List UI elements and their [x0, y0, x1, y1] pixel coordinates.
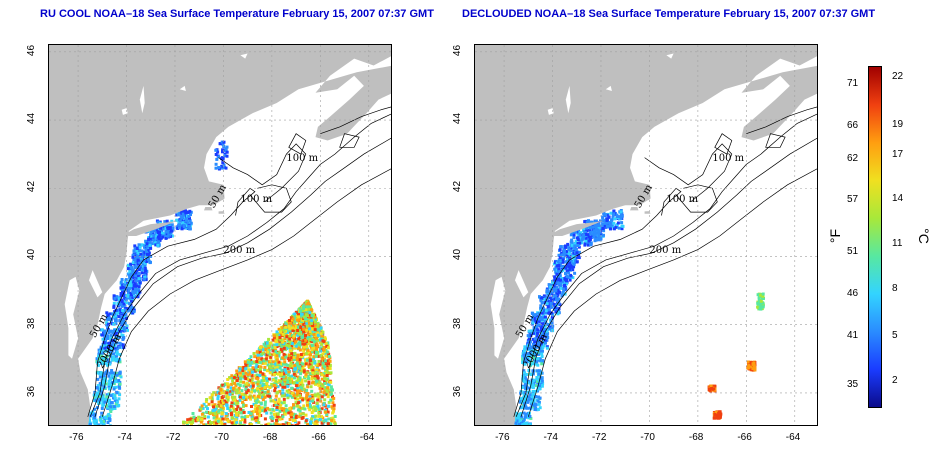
- contour-label: 200 m: [649, 245, 681, 256]
- bathymetry-contours: [87, 106, 391, 417]
- left-lat-tick-label: 46: [26, 44, 38, 56]
- landmass: [475, 45, 817, 425]
- landmass: [49, 45, 391, 425]
- left-lon-tick-label: -64: [359, 432, 375, 443]
- colorbar-fahrenheit-tick: 51: [847, 246, 859, 257]
- right-lat-tick-label: 46: [452, 44, 464, 56]
- colorbar-celsius-tick: 14: [892, 193, 904, 204]
- temperature-colorbar: [868, 66, 882, 408]
- contour-label: 200 m: [223, 245, 255, 256]
- colorbar-fahrenheit-tick: 66: [847, 120, 859, 131]
- right-lon-tick-label: -64: [785, 432, 801, 443]
- left-lat-tick-label: 36: [26, 385, 38, 397]
- colorbar-fahrenheit-tick: 57: [847, 194, 859, 205]
- right-sst-map[interactable]: 100 m 100 m 50 m 200 m 50 m 2000 m: [474, 44, 818, 426]
- colorbar-celsius-tick: 19: [892, 119, 904, 130]
- right-lat-tick-label: 42: [452, 181, 464, 193]
- colorbar-fahrenheit-tick: 71: [847, 78, 859, 89]
- right-lat-tick-label: 38: [452, 317, 464, 329]
- colorbar-celsius-tick: 22: [892, 71, 904, 82]
- left-lat-tick-label: 44: [26, 112, 38, 125]
- colorbar-fahrenheit-tick: 62: [847, 153, 859, 164]
- right-lon-tick-label: -70: [640, 432, 655, 443]
- right-lon-tick-label: -74: [543, 432, 558, 443]
- colorbar-celsius-tick: 11: [892, 238, 903, 249]
- left-lon-tick-label: -68: [262, 432, 278, 443]
- right-lon-tick-label: -76: [495, 432, 510, 443]
- fahrenheit-unit-label: °F: [827, 228, 844, 244]
- left-map-title: RU COOL NOAA–18 Sea Surface Temperature …: [40, 8, 434, 20]
- left-lon-tick-label: -72: [165, 432, 181, 443]
- grid-lines: [475, 45, 817, 425]
- celsius-unit-label: °C: [915, 228, 932, 244]
- colorbar-celsius-tick: 2: [892, 375, 898, 386]
- left-sst-map[interactable]: 100 m 100 m 50 m 200 m 50 m 2000 m: [48, 44, 392, 426]
- right-lon-tick-label: -72: [591, 432, 607, 443]
- left-lon-tick-label: -74: [117, 432, 132, 443]
- contour-label: 100 m: [666, 194, 698, 205]
- right-lat-tick-label: 36: [452, 385, 464, 397]
- right-lon-tick-label: -66: [737, 432, 752, 443]
- colorbar-celsius-tick: 8: [892, 283, 898, 294]
- left-lat-tick-label: 38: [26, 317, 38, 329]
- colorbar-celsius-tick: 5: [892, 330, 898, 341]
- right-lat-tick-label: 44: [452, 112, 464, 125]
- contour-label: 100 m: [712, 153, 744, 164]
- colorbar-celsius-tick: 17: [892, 149, 904, 160]
- left-lat-tick-label: 42: [26, 181, 38, 193]
- colorbar-fahrenheit-tick: 46: [847, 288, 859, 299]
- left-lon-tick-label: -66: [311, 432, 326, 443]
- bathymetry-contours: [513, 106, 817, 417]
- colorbar-fahrenheit-tick: 41: [847, 330, 859, 341]
- colorbar-fahrenheit-tick: 35: [847, 379, 859, 390]
- contour-label: 100 m: [240, 194, 272, 205]
- grid-lines: [49, 45, 391, 425]
- right-map-title: DECLOUDED NOAA–18 Sea Surface Temperatur…: [462, 8, 876, 20]
- left-lat-tick-label: 40: [26, 249, 38, 261]
- right-lat-tick-label: 40: [452, 249, 464, 261]
- contour-label: 100 m: [286, 153, 318, 164]
- left-lon-tick-label: -76: [69, 432, 84, 443]
- sst-pixels-declouded: [509, 208, 765, 425]
- right-lon-tick-label: -68: [688, 432, 704, 443]
- left-lon-tick-label: -70: [214, 432, 229, 443]
